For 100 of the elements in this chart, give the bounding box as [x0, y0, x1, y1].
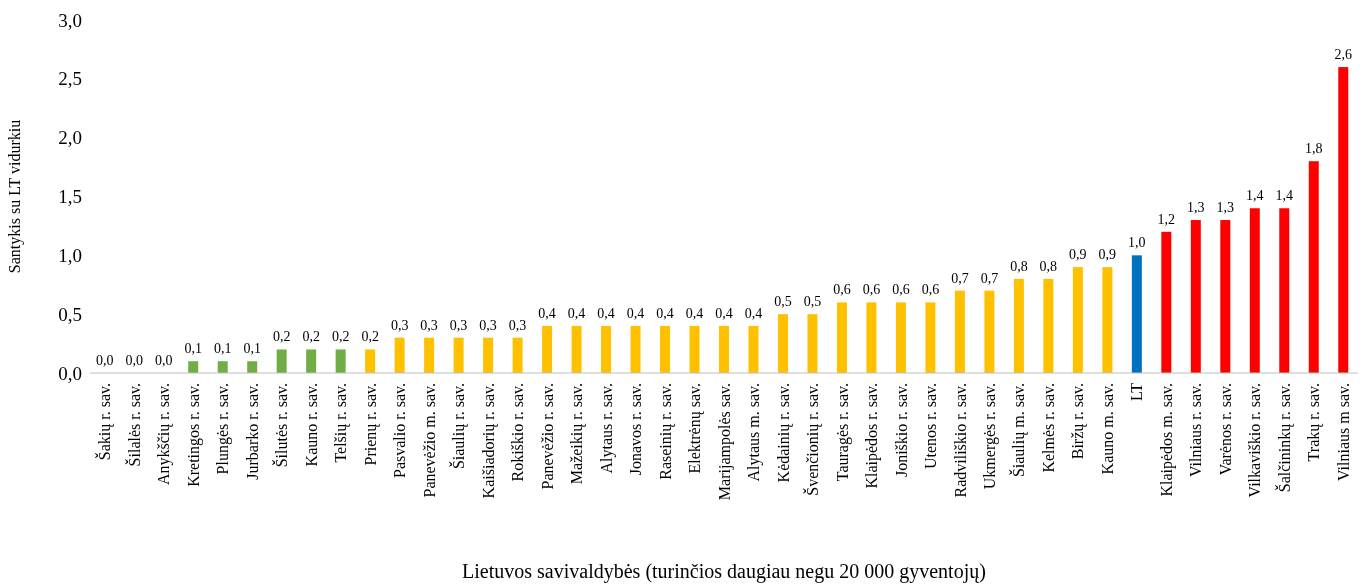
x-tick-label: Vilkaviškio r. sav. — [1246, 383, 1264, 498]
data-label: 1,0 — [1128, 235, 1146, 251]
x-tick-label: Elektrėnų sav. — [686, 383, 705, 474]
bar — [1161, 231, 1172, 373]
x-tick-label: Plungės r. sav. — [214, 383, 233, 475]
bar — [512, 337, 523, 373]
x-tick-label: Alytaus r. sav. — [597, 383, 616, 474]
bar — [925, 302, 936, 373]
data-label: 0,7 — [951, 270, 969, 286]
x-tick-label: Jonavos r. sav. — [627, 383, 645, 476]
bar — [954, 290, 965, 373]
bar — [1249, 208, 1260, 373]
bar — [601, 325, 612, 373]
x-tick-label: Raseinių r. sav. — [656, 383, 675, 480]
y-tick-label: 1,0 — [58, 244, 82, 266]
bar — [895, 302, 906, 373]
bar — [1072, 267, 1083, 373]
y-tick-label: 2,5 — [58, 68, 82, 90]
bar — [777, 314, 788, 373]
data-label: 1,3 — [1216, 200, 1235, 216]
x-tick-label: Šalčininkų r. sav. — [1274, 383, 1294, 493]
bar — [719, 325, 729, 373]
bar — [984, 290, 995, 373]
x-tick-label: Marijampolės sav. — [715, 383, 734, 501]
x-tick-label: Mažeikių r. sav. — [568, 383, 587, 485]
data-label: 0,4 — [744, 305, 763, 321]
bar — [836, 302, 847, 373]
data-label: 0,2 — [302, 329, 320, 345]
y-tick-label: 1,5 — [58, 186, 82, 208]
x-tick-label: Vilniaus m sav. — [1334, 383, 1352, 481]
bar — [483, 337, 494, 373]
bar — [1220, 220, 1231, 373]
bar — [276, 349, 287, 373]
data-label: 0,1 — [243, 341, 261, 357]
data-label: 0,0 — [125, 353, 143, 368]
data-label: 0,3 — [449, 317, 468, 333]
x-tick-label: Panevėžio r. sav. — [538, 383, 556, 490]
bar — [453, 337, 464, 373]
bar — [1190, 220, 1201, 373]
x-tick-label: Radviliškio r. sav. — [951, 383, 969, 498]
y-tick-label: 0,5 — [58, 303, 82, 325]
data-label: 0,5 — [803, 294, 822, 310]
x-tick-label: Šilalės r. sav. — [124, 383, 143, 467]
data-label: 0,4 — [685, 305, 704, 321]
data-label: 0,4 — [626, 305, 645, 321]
data-label: 0,4 — [567, 305, 586, 321]
x-tick-label: Vilniaus r. sav. — [1187, 383, 1205, 477]
data-label: 0,3 — [479, 317, 497, 333]
bar — [188, 361, 199, 373]
x-tick-label: Švenčionių r. sav. — [803, 383, 823, 496]
bar — [1013, 278, 1024, 373]
bar — [542, 325, 553, 373]
data-label: 0,0 — [154, 353, 173, 368]
data-label: 0,2 — [361, 329, 379, 345]
x-tick-label: Klaipėdos r. sav. — [863, 383, 882, 489]
bar — [394, 337, 405, 373]
x-tick-label: Kelmės r. sav. — [1039, 383, 1057, 473]
data-label: 0,5 — [774, 294, 792, 310]
bar — [630, 325, 641, 373]
x-tick-label: Jurbarko r. sav. — [243, 383, 261, 480]
x-tick-label: Šilutės r. sav. — [272, 383, 291, 468]
x-tick-label: Pasvalio r. sav. — [391, 383, 409, 478]
data-label: 2,6 — [1334, 47, 1353, 63]
data-label: 0,2 — [272, 329, 291, 345]
x-tick-label: Prienų r. sav. — [361, 383, 380, 466]
data-label: 1,3 — [1187, 200, 1205, 216]
x-tick-label: Šiaulių r. sav. — [449, 383, 469, 470]
x-tick-label: Biržų r. sav. — [1069, 383, 1088, 460]
x-tick-label: Ukmergės r. sav. — [981, 383, 999, 490]
x-tick-label: Tauragės r. sav. — [833, 383, 852, 482]
x-tick-label: Klaipėdos m. sav. — [1157, 383, 1176, 497]
data-label: 0,4 — [656, 305, 674, 321]
data-label: 0,6 — [833, 282, 851, 298]
x-tick-label: Alytaus m. sav. — [745, 383, 764, 482]
data-label: 0,3 — [420, 317, 438, 333]
data-label: 0,4 — [715, 305, 733, 321]
x-tick-label: LT — [1128, 382, 1146, 402]
x-tick-label: Kauno r. sav. — [302, 383, 320, 467]
x-tick-label: Kėdainių r. sav. — [774, 383, 793, 483]
data-label: 0,4 — [597, 305, 615, 321]
x-tick-label: Telšių r. sav. — [332, 383, 351, 463]
x-tick-label: Kretingos r. sav. — [184, 383, 203, 487]
data-label: 0,6 — [862, 282, 881, 298]
x-tick-label: Panevėžio m. sav. — [420, 383, 438, 498]
data-label: 0,4 — [538, 305, 556, 321]
data-label: 1,4 — [1275, 188, 1294, 204]
data-label: 0,1 — [184, 341, 202, 357]
data-label: 0,0 — [95, 353, 114, 368]
y-axis-title: Santykis su LT vidurkiu — [6, 119, 24, 274]
x-tick-label: Utenos r. sav. — [922, 383, 940, 470]
data-label: 1,4 — [1246, 188, 1264, 204]
bar — [1338, 67, 1349, 373]
data-label: 0,8 — [1010, 258, 1028, 274]
bar — [1131, 255, 1142, 373]
bar — [335, 349, 346, 373]
x-tick-label: Anykščių r. sav. — [155, 383, 174, 486]
x-tick-label: Varėnos r. sav. — [1216, 383, 1234, 476]
bar — [1308, 161, 1319, 373]
x-axis-title: Lietuvos savivaldybės (turinčios daugiau negu 20 000 gyventojų) — [462, 560, 986, 583]
x-tick-label: Šakių r. sav. — [95, 383, 115, 461]
